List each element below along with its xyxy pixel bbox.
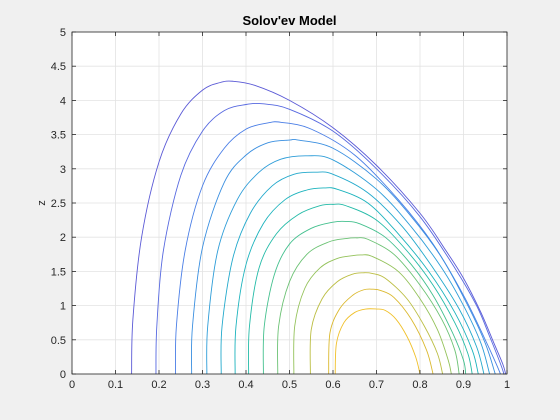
y-tick-label: 1 bbox=[60, 301, 66, 313]
contour-line-10 bbox=[277, 237, 460, 375]
contour-line-7 bbox=[234, 187, 479, 375]
contour-line-1 bbox=[131, 80, 507, 375]
contour-line-9 bbox=[262, 220, 467, 375]
y-tick-label: 0.5 bbox=[51, 335, 66, 347]
contour-lines bbox=[131, 80, 507, 375]
y-tick-labels: 0 0.5 1 1.5 2 2.5 3 3.5 4 4.5 5 bbox=[51, 27, 66, 381]
x-tick-label: 1 bbox=[504, 379, 510, 391]
contour-line-6 bbox=[220, 171, 485, 375]
chart-title: Solov'ev Model bbox=[242, 13, 336, 28]
contour-line-11 bbox=[293, 254, 452, 375]
y-tick-label: 3 bbox=[60, 164, 66, 176]
x-tick-label: 0.5 bbox=[282, 379, 297, 391]
y-tick-label: 5 bbox=[60, 27, 66, 39]
x-tick-label: 0.6 bbox=[325, 379, 340, 391]
ticks bbox=[71, 31, 508, 375]
contour-line-8 bbox=[247, 203, 473, 375]
x-tick-label: 0.1 bbox=[108, 379, 123, 391]
contour-line-4 bbox=[190, 138, 496, 375]
x-tick-label: 0.2 bbox=[151, 379, 166, 391]
y-tick-label: 2.5 bbox=[51, 198, 66, 210]
contour-line-13 bbox=[328, 288, 434, 375]
x-tick-label: 0.8 bbox=[412, 379, 427, 391]
x-tick-label: 0 bbox=[69, 379, 75, 391]
y-tick-label: 4.5 bbox=[51, 61, 66, 73]
contour-line-12 bbox=[309, 272, 444, 375]
x-tick-label: 0.7 bbox=[369, 379, 384, 391]
x-tick-label: 0.9 bbox=[456, 379, 471, 391]
contour-line-3 bbox=[174, 121, 501, 375]
y-tick-label: 0 bbox=[60, 369, 66, 381]
y-tick-label: 2 bbox=[60, 232, 66, 244]
contour-line-14 bbox=[334, 308, 421, 375]
y-tick-label: 3.5 bbox=[51, 130, 66, 142]
contour-line-2 bbox=[155, 102, 505, 375]
y-tick-label: 1.5 bbox=[51, 266, 66, 278]
y-tick-label: 4 bbox=[60, 95, 66, 107]
x-tick-label: 0.4 bbox=[238, 379, 253, 391]
x-tick-label: 0.3 bbox=[195, 379, 210, 391]
y-axis-label: z bbox=[36, 200, 48, 206]
contour-line-5 bbox=[206, 155, 491, 375]
x-tick-labels: 0 0.1 0.2 0.3 0.4 0.5 0.6 0.7 0.8 0.9 1 bbox=[69, 379, 510, 391]
